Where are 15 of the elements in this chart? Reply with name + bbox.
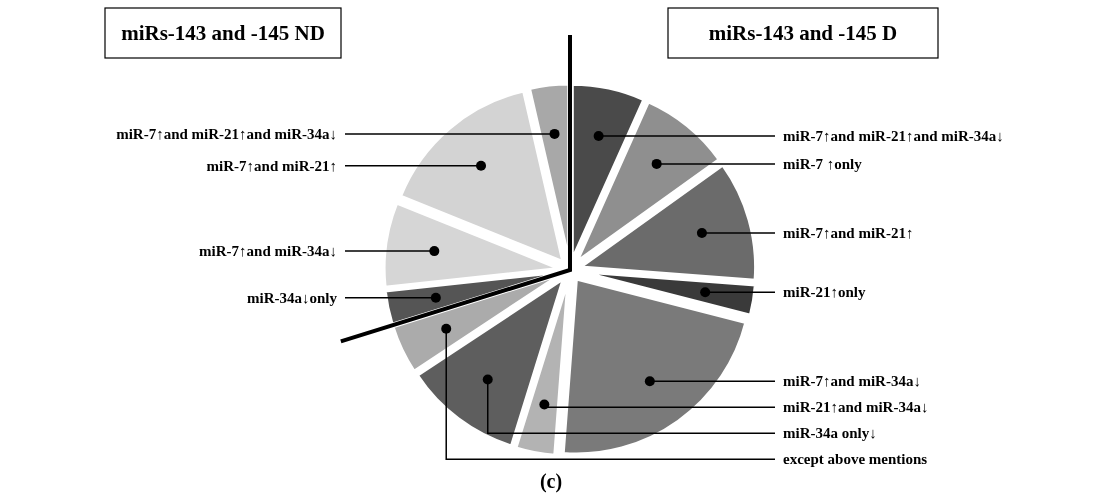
slice-label: miR-34a only↓ (783, 425, 877, 442)
text: miRs-143 and -145 D (708, 21, 898, 45)
slice-label: miR-7↑and miR-34a↓ (783, 373, 921, 390)
slice-label: miR-7 ↑only (783, 155, 863, 172)
text: (c) (539, 470, 563, 493)
slice-label: miR-7↑and miR-34a↓ (199, 243, 337, 260)
text: miRs-143 and -145 ND (121, 21, 325, 45)
slice-label: miR-21↑only (783, 284, 866, 301)
slice-label: miR-7↑and miR-21↑ (206, 157, 337, 174)
slice-label: miR-7↑and miR-21↑and miR-34a↓ (783, 128, 1004, 145)
slice-label: miR-34a↓only (247, 289, 338, 306)
slice-label: miR-7↑and miR-21↑ (783, 225, 914, 242)
slice-label: miR-21↑and miR-34a↓ (783, 399, 929, 416)
slice-label: miR-7↑and miR-21↑and miR-34a↓ (116, 125, 337, 142)
slice-label: except above mentions (783, 451, 928, 468)
